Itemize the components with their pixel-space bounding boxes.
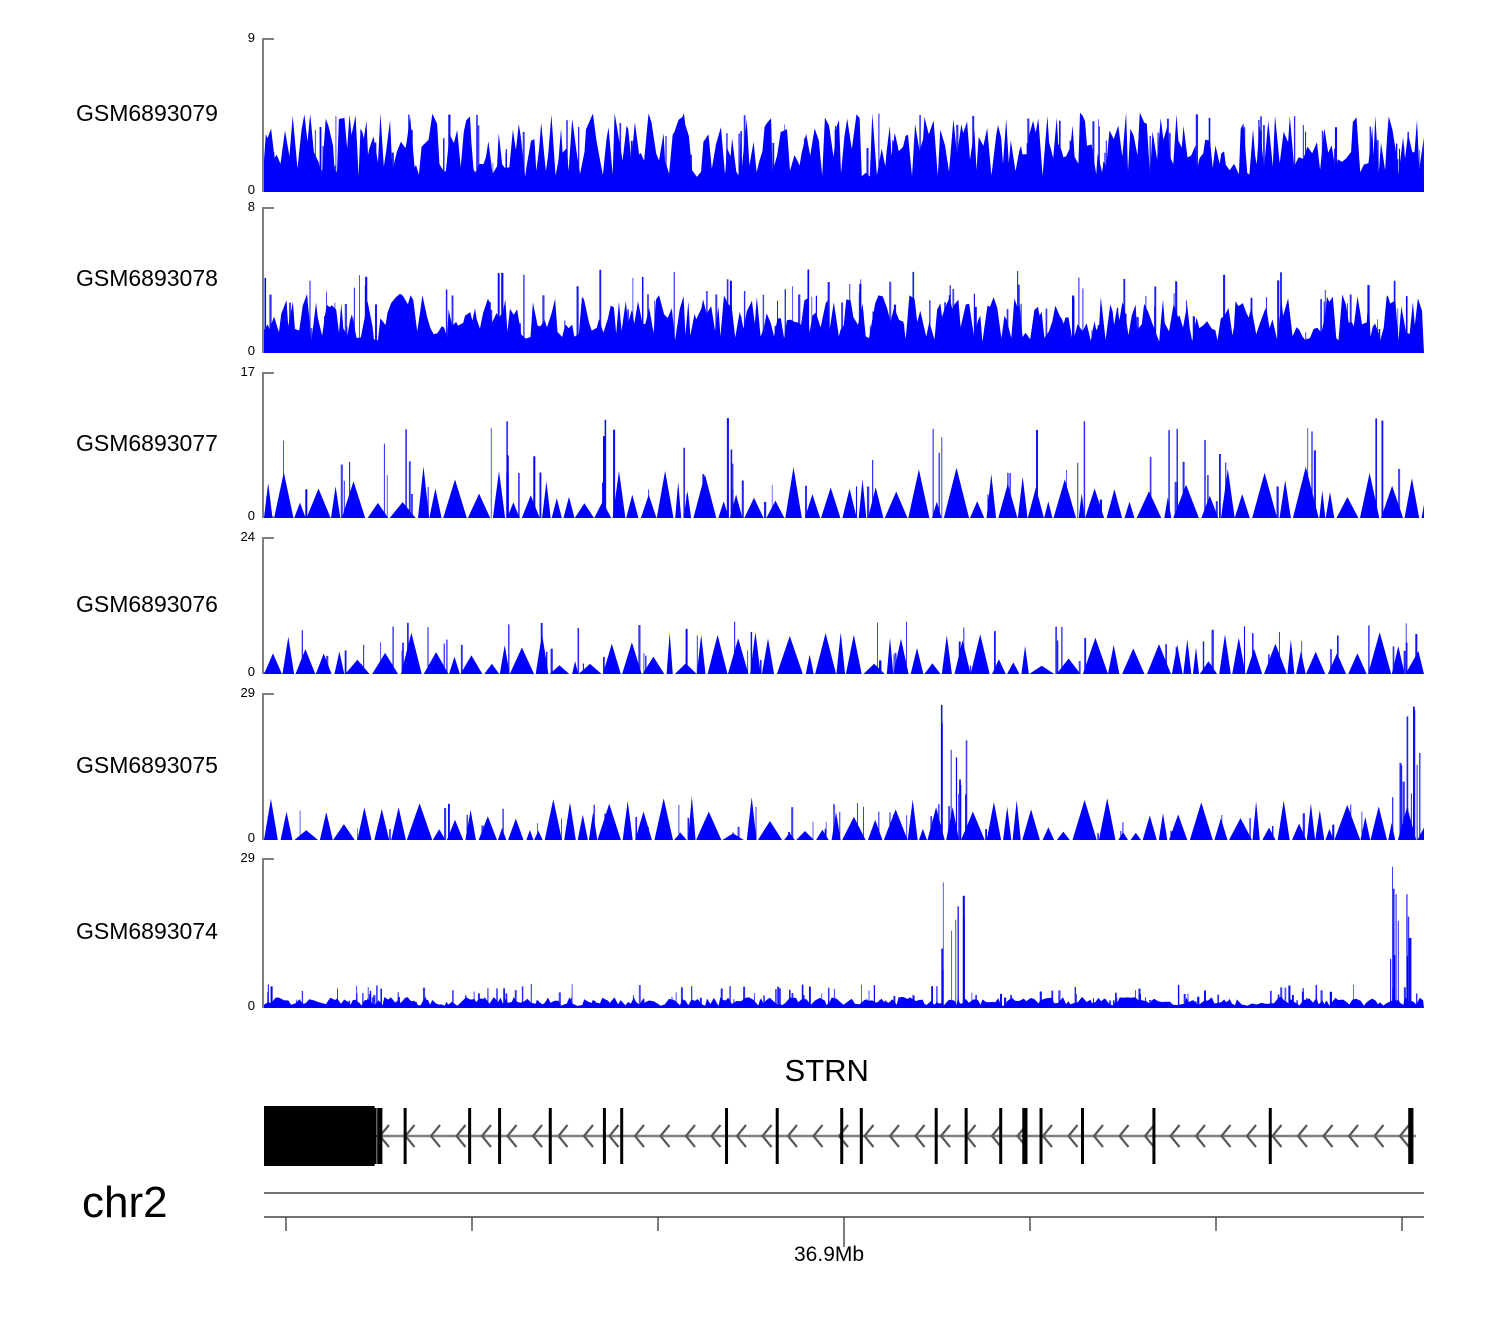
track-sample-label: GSM6893077 [76,430,236,457]
y-axis-max-label: 17 [205,364,255,379]
y-axis-max-label: 9 [205,30,255,45]
coverage-track-GSM6893074[interactable]: GSM6893074 29 0 [0,858,1500,1008]
y-axis-max-label: 29 [205,685,255,700]
track-sample-label: GSM6893074 [76,918,236,945]
track-sample-label: GSM6893076 [76,591,236,618]
track-plot-area[interactable] [264,372,1424,518]
track-plot-area[interactable] [264,858,1424,1008]
track-sample-label: GSM6893075 [76,752,236,779]
y-axis-min-label: 0 [205,508,255,523]
track-plot-area[interactable] [264,38,1424,192]
y-axis-max-label: 24 [205,529,255,544]
y-axis-min-label: 0 [205,664,255,679]
track-plot-area[interactable] [264,537,1424,674]
track-sample-label: GSM6893079 [76,100,236,127]
coverage-track-GSM6893075[interactable]: GSM6893075 29 0 [0,693,1500,840]
coverage-track-GSM6893077[interactable]: GSM6893077 17 0 [0,372,1500,518]
coverage-track-GSM6893076[interactable]: GSM6893076 24 0 [0,537,1500,674]
y-axis-min-label: 0 [205,998,255,1013]
coverage-track-GSM6893078[interactable]: GSM6893078 8 0 [0,207,1500,353]
y-axis-max-label: 29 [205,850,255,865]
genome-browser-view: GSM6893079 9 0 GSM6893078 8 0 GSM6893077 17 0 GSM… [0,0,1500,1320]
y-axis-min-label: 0 [205,182,255,197]
y-axis-min-label: 0 [205,830,255,845]
y-axis-max-label: 8 [205,199,255,214]
track-sample-label: GSM6893078 [76,265,236,292]
y-axis-min-label: 0 [205,343,255,358]
track-plot-area[interactable] [264,207,1424,353]
track-plot-area[interactable] [264,693,1424,840]
gene-model-svg [0,1060,1500,1200]
gene-model-track[interactable]: STRN [0,1060,1500,1200]
genome-coordinate-ruler[interactable] [0,1185,1500,1295]
ruler-position-label: 36.9Mb [794,1243,864,1267]
coverage-track-GSM6893079[interactable]: GSM6893079 9 0 [0,38,1500,192]
